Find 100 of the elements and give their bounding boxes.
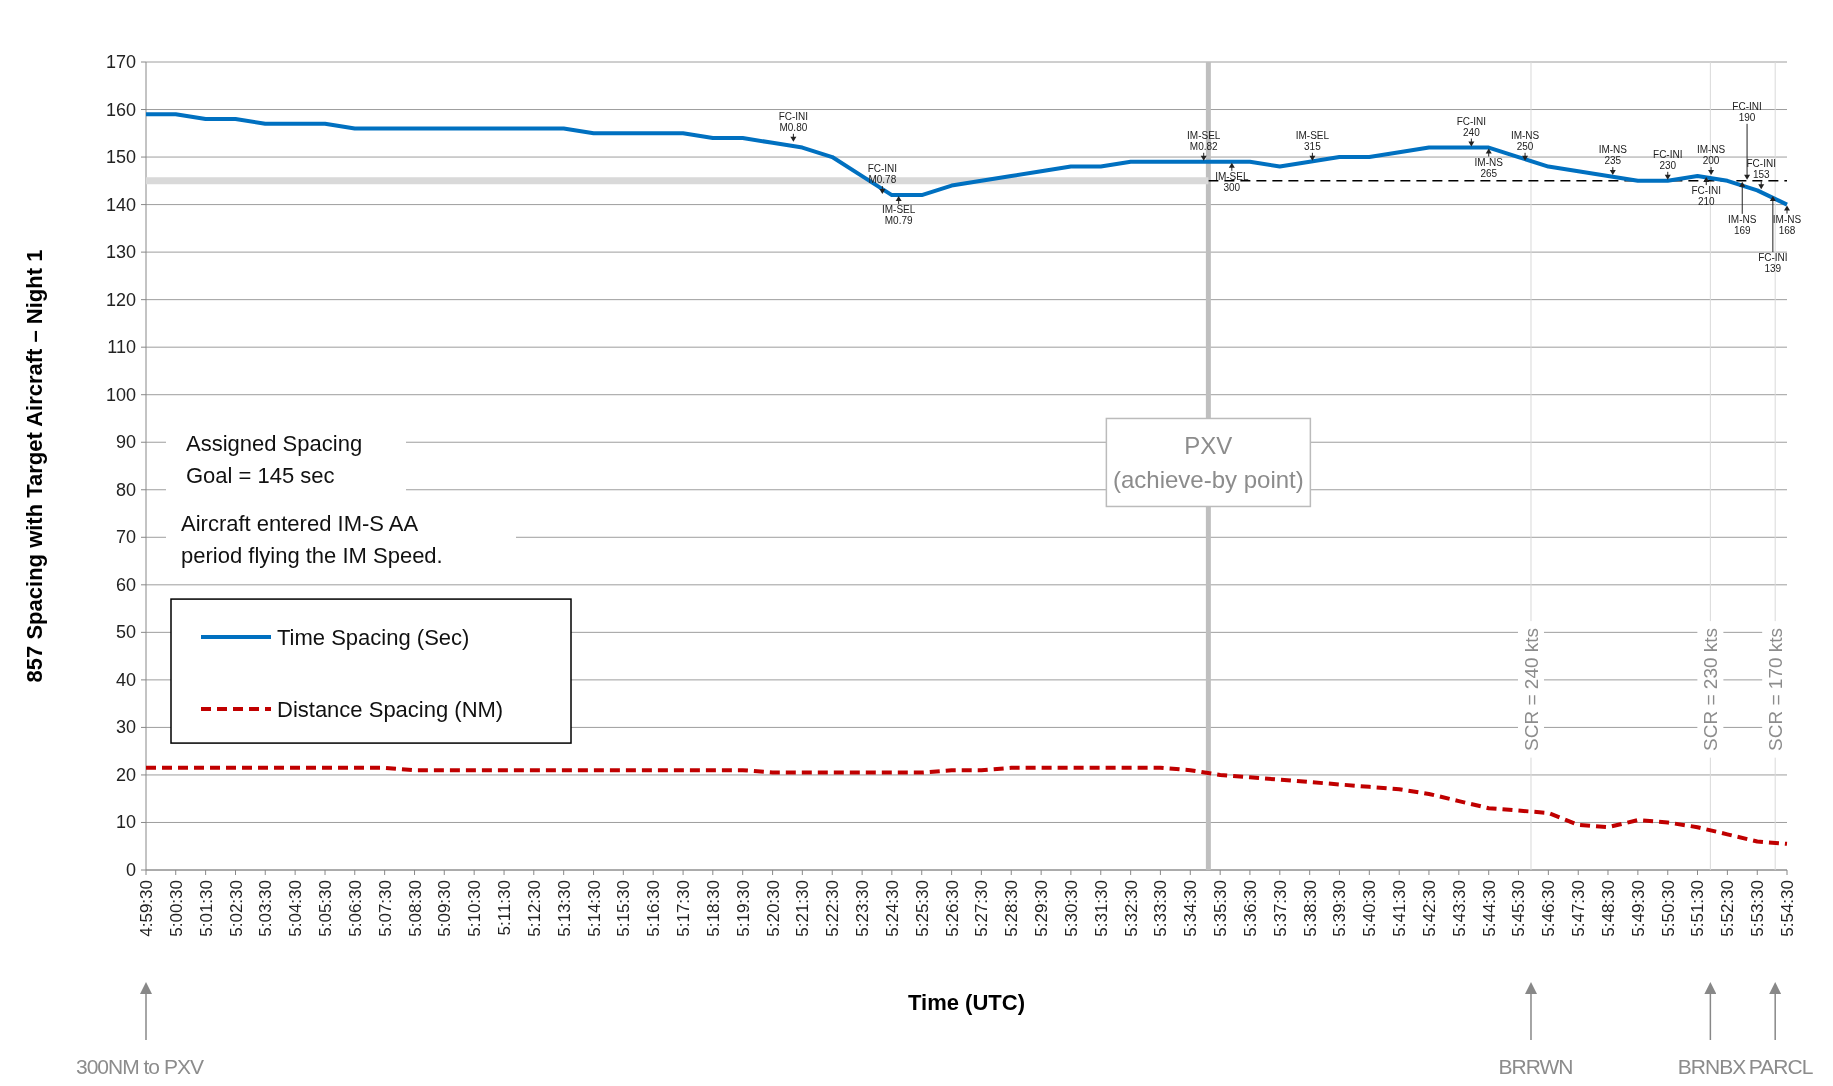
x-tick-label: 5:48:30 <box>1598 880 1618 937</box>
y-tick-label: 50 <box>115 622 136 643</box>
annotation: IM-NS 250 <box>1510 129 1540 152</box>
y-tick-label: 80 <box>115 479 136 500</box>
y-tick-label: 10 <box>115 812 136 833</box>
x-tick-label: 5:43:30 <box>1449 880 1469 937</box>
x-tick-label: 5:06:30 <box>345 880 365 937</box>
x-tick-label: 4:59:30 <box>137 880 156 937</box>
annotation: IM-SEL M0.79 <box>881 204 916 227</box>
x-tick-label: 5:29:30 <box>1032 880 1052 937</box>
x-tick-label: 5:35:30 <box>1211 880 1231 937</box>
annotation: FC-INI M0.80 <box>778 110 809 133</box>
x-tick-label: 5:09:30 <box>435 880 455 937</box>
x-tick-label: 5:30:30 <box>1061 880 1081 937</box>
annotation: IM-NS 168 <box>1772 213 1802 236</box>
text: PARCL <box>1748 1055 1813 1078</box>
y-tick-label: 30 <box>115 717 136 738</box>
annotation: IM-NS 265 <box>1474 156 1504 179</box>
x-tick-label: 5:52:30 <box>1718 880 1738 937</box>
x-tick-label: 5:32:30 <box>1121 880 1141 937</box>
x-tick-label: 5:41:30 <box>1390 880 1410 937</box>
y-tick-label: 70 <box>115 527 136 548</box>
annotation: IM-NS 235 <box>1598 144 1628 167</box>
x-tick-label: 5:34:30 <box>1181 880 1201 937</box>
y-tick-label: 130 <box>105 242 136 263</box>
x-tick-label: 5:26:30 <box>942 880 962 937</box>
x-tick-label: 5:11:30 <box>495 880 515 936</box>
x-tick-label: 5:08:30 <box>405 880 425 937</box>
x-tick-label: 5:21:30 <box>793 880 813 937</box>
y-tick-label: 60 <box>115 574 136 595</box>
x-tick-label: 5:46:30 <box>1539 880 1559 937</box>
y-axis-title: 857 Spacing with Target Aircraft – Night 1 <box>22 249 47 683</box>
x-tick-label: 5:45:30 <box>1509 880 1529 937</box>
x-tick-label: 5:42:30 <box>1419 880 1439 937</box>
annotation: FC-INI M0.78 <box>867 163 898 186</box>
x-tick-label: 5:03:30 <box>256 880 276 937</box>
y-tick-label: 160 <box>105 99 136 120</box>
annotation: IM-SEL 300 <box>1215 170 1249 193</box>
annotation: IM-NS 169 <box>1728 213 1757 236</box>
y-tick-label: 140 <box>105 194 136 215</box>
x-tick-label: 5:37:30 <box>1270 880 1290 937</box>
x-tick-label: 5:50:30 <box>1658 880 1678 937</box>
x-tick-label: 5:24:30 <box>882 880 902 937</box>
x-tick-label: 5:53:30 <box>1748 880 1768 937</box>
annotation: SCR = 230 kts <box>1700 627 1722 751</box>
x-tick-label: 5:01:30 <box>196 880 216 937</box>
y-tick-label: 100 <box>105 384 136 405</box>
x-tick-label: 5:07:30 <box>375 880 395 937</box>
x-tick-label: 5:39:30 <box>1330 880 1350 937</box>
x-axis-title: Time (UTC) <box>908 990 1025 1015</box>
annotation: Assigned Spacing Goal = 145 sec <box>186 431 363 489</box>
x-tick-label: 5:05:30 <box>316 880 336 937</box>
x-tick-label: 5:51:30 <box>1688 880 1708 937</box>
x-tick-label: 5:17:30 <box>674 880 694 937</box>
y-tick-label: 150 <box>105 147 136 168</box>
annotation: FC-INI 190 <box>1732 100 1762 123</box>
x-tick-label: 5:20:30 <box>763 880 783 937</box>
y-tick-label: 40 <box>115 669 136 690</box>
x-tick-label: 5:15:30 <box>614 880 634 937</box>
annotation: SCR = 240 kts <box>1520 627 1542 751</box>
y-tick-label: 170 <box>105 52 136 72</box>
annotation: SCR = 170 kts <box>1765 627 1787 751</box>
y-tick-label: 110 <box>107 337 136 358</box>
x-tick-label: 5:02:30 <box>226 880 246 937</box>
x-tick-label: 5:44:30 <box>1479 880 1499 937</box>
annotation: IM-SEL M0.82 <box>1187 129 1221 152</box>
y-tick-label: 0 <box>125 860 136 880</box>
annotation: FC-INI 240 <box>1456 115 1487 138</box>
text: BRRWN <box>1498 1055 1573 1078</box>
annotation: FC-INI 210 <box>1691 185 1721 208</box>
text: BRNBX <box>1677 1055 1747 1078</box>
annotation: FC-INI 230 <box>1653 148 1683 171</box>
x-tick-label: 5:54:30 <box>1778 880 1797 937</box>
x-tick-label: 5:14:30 <box>584 880 604 937</box>
x-tick-label: 5:12:30 <box>524 880 544 937</box>
ref-line-label: PXV (achieve-by point) <box>1112 432 1304 494</box>
x-tick-label: 5:27:30 <box>972 880 992 937</box>
x-tick-label: 5:18:30 <box>703 880 723 937</box>
x-tick-label: 5:00:30 <box>166 880 186 937</box>
x-tick-label: 5:25:30 <box>912 880 932 937</box>
x-tick-label: 5:16:30 <box>644 880 664 937</box>
y-tick-label: 90 <box>115 432 136 453</box>
x-tick-label: 5:10:30 <box>465 880 485 937</box>
legend-label: Time Spacing (Sec) <box>277 625 470 651</box>
x-tick-label: 5:47:30 <box>1569 880 1589 937</box>
x-tick-label: 5:33:30 <box>1151 880 1171 937</box>
x-tick-label: 5:19:30 <box>733 880 753 937</box>
y-tick-label: 20 <box>115 764 136 785</box>
annotation: FC-INI 139 <box>1758 252 1788 275</box>
legend-label: Distance Spacing (NM) <box>277 697 504 723</box>
x-tick-label: 5:36:30 <box>1240 880 1260 937</box>
x-tick-label: 5:40:30 <box>1360 880 1380 937</box>
x-tick-label: 5:13:30 <box>554 880 574 937</box>
annotation: IM-SEL 315 <box>1295 129 1330 152</box>
annotation: Aircraft entered IM-S AA period flying the IM Speed. <box>181 511 443 569</box>
text: 300NM to PXV <box>76 1055 204 1078</box>
x-tick-label: 5:04:30 <box>286 880 306 937</box>
y-tick-label: 120 <box>105 289 136 310</box>
x-tick-label: 5:49:30 <box>1628 880 1648 937</box>
x-tick-label: 5:38:30 <box>1300 880 1320 937</box>
